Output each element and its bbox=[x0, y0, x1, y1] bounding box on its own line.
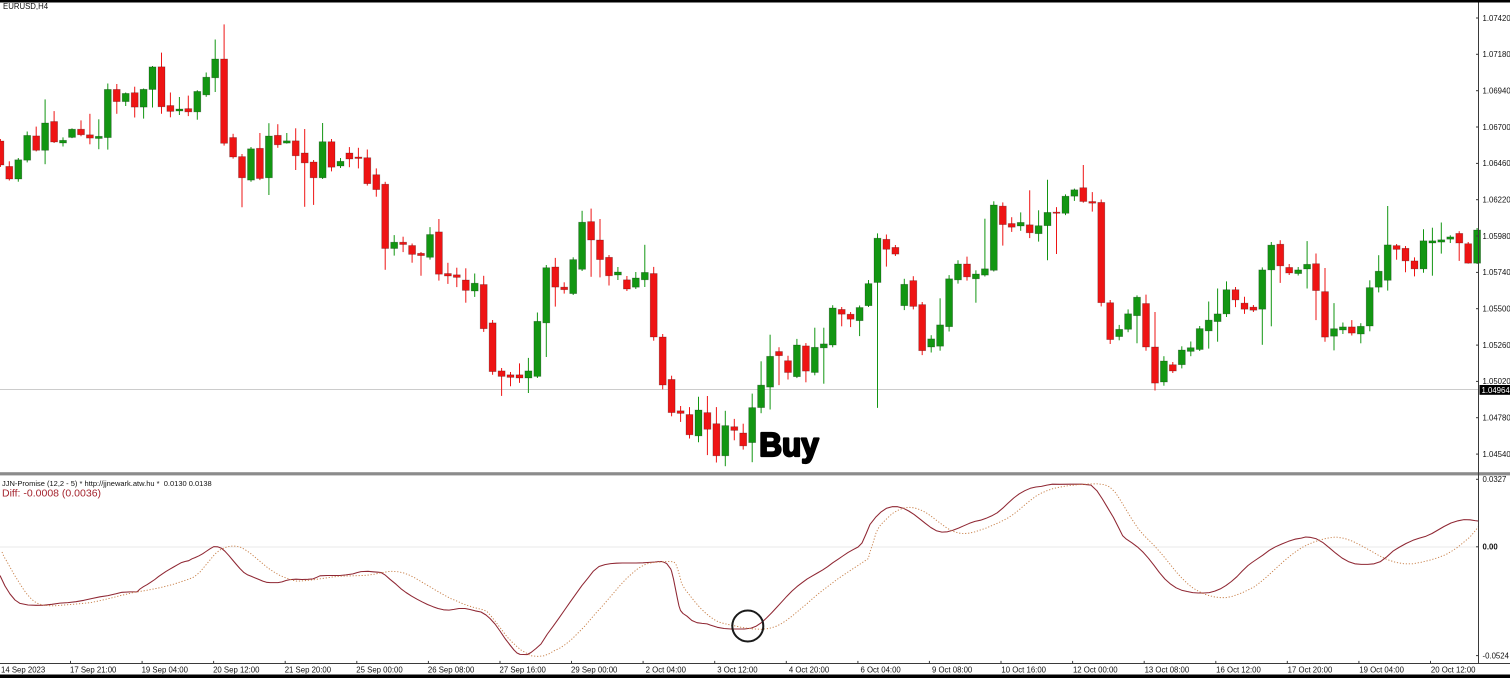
svg-text:10 Oct 16:00: 10 Oct 16:00 bbox=[1001, 665, 1046, 674]
svg-text:20 Sep 12:00: 20 Sep 12:00 bbox=[213, 665, 260, 674]
svg-text:13 Oct 08:00: 13 Oct 08:00 bbox=[1145, 665, 1190, 674]
svg-text:29 Sep 00:00: 29 Sep 00:00 bbox=[571, 665, 618, 674]
svg-text:2 Oct 04:00: 2 Oct 04:00 bbox=[646, 665, 687, 674]
svg-text:EURUSD,H4: EURUSD,H4 bbox=[3, 2, 49, 11]
svg-text:3 Oct 12:00: 3 Oct 12:00 bbox=[717, 665, 758, 674]
svg-text:25 Sep 00:00: 25 Sep 00:00 bbox=[356, 665, 403, 674]
svg-text:1.05260: 1.05260 bbox=[1483, 341, 1510, 350]
svg-text:Diff: -0.0008 (0.0036): Diff: -0.0008 (0.0036) bbox=[2, 488, 101, 500]
svg-text:1.06460: 1.06460 bbox=[1483, 159, 1510, 168]
svg-text:JJN-Promise (12,2 - 5) * http:: JJN-Promise (12,2 - 5) * http://jjnewark… bbox=[2, 479, 212, 488]
svg-text:1.05980: 1.05980 bbox=[1483, 232, 1510, 241]
svg-text:0.0327: 0.0327 bbox=[1483, 475, 1507, 484]
svg-text:1.04780: 1.04780 bbox=[1483, 414, 1510, 423]
svg-text:1.04540: 1.04540 bbox=[1483, 450, 1510, 459]
svg-text:19 Sep 04:00: 19 Sep 04:00 bbox=[142, 665, 189, 674]
svg-text:1.07180: 1.07180 bbox=[1483, 50, 1510, 59]
svg-text:Buy: Buy bbox=[759, 427, 819, 464]
svg-text:6 Oct 04:00: 6 Oct 04:00 bbox=[860, 665, 901, 674]
svg-text:1.05500: 1.05500 bbox=[1483, 305, 1510, 314]
svg-text:1.07420: 1.07420 bbox=[1483, 14, 1510, 23]
svg-text:9 Oct 08:00: 9 Oct 08:00 bbox=[932, 665, 973, 674]
svg-text:21 Sep 20:00: 21 Sep 20:00 bbox=[285, 665, 332, 674]
svg-text:14 Sep 2023: 14 Sep 2023 bbox=[1, 665, 45, 674]
svg-text:-0.0524: -0.0524 bbox=[1483, 651, 1510, 660]
svg-text:17 Sep 21:00: 17 Sep 21:00 bbox=[70, 665, 117, 674]
svg-text:12 Oct 00:00: 12 Oct 00:00 bbox=[1073, 665, 1118, 674]
svg-text:1.06700: 1.06700 bbox=[1483, 123, 1510, 132]
svg-text:27 Sep 16:00: 27 Sep 16:00 bbox=[500, 665, 547, 674]
svg-text:1.06940: 1.06940 bbox=[1483, 87, 1510, 96]
svg-text:1.06220: 1.06220 bbox=[1483, 196, 1510, 205]
svg-text:1.05740: 1.05740 bbox=[1483, 268, 1510, 277]
svg-text:19 Oct 04:00: 19 Oct 04:00 bbox=[1359, 665, 1404, 674]
svg-text:0.00: 0.00 bbox=[1483, 543, 1499, 552]
svg-text:1.04964: 1.04964 bbox=[1482, 386, 1510, 395]
svg-text:17 Oct 20:00: 17 Oct 20:00 bbox=[1288, 665, 1333, 674]
svg-text:20 Oct 12:00: 20 Oct 12:00 bbox=[1431, 665, 1476, 674]
svg-text:16 Oct 12:00: 16 Oct 12:00 bbox=[1216, 665, 1261, 674]
svg-text:4 Oct 20:00: 4 Oct 20:00 bbox=[789, 665, 830, 674]
svg-text:1.05020: 1.05020 bbox=[1483, 377, 1510, 386]
svg-text:26 Sep 08:00: 26 Sep 08:00 bbox=[428, 665, 475, 674]
